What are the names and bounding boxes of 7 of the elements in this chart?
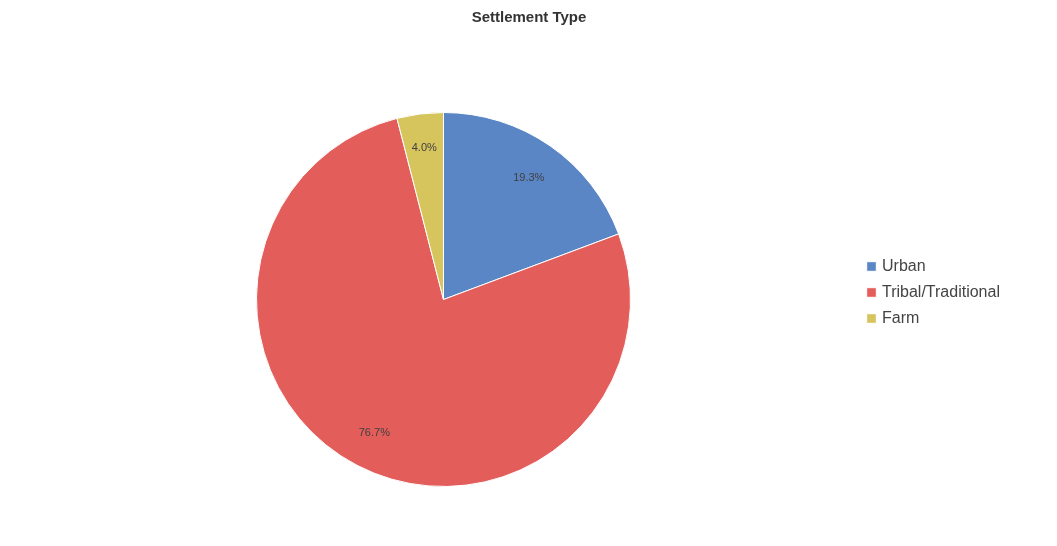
chart-title: Settlement Type	[471, 7, 587, 25]
legend-label: Farm	[882, 308, 920, 327]
legend-label: Tribal/Traditional	[882, 282, 1000, 301]
data-label: 4.0%	[411, 141, 438, 154]
legend-label: Urban	[882, 256, 926, 275]
data-label: 76.7%	[358, 426, 391, 439]
data-label: 19.3%	[513, 170, 545, 183]
